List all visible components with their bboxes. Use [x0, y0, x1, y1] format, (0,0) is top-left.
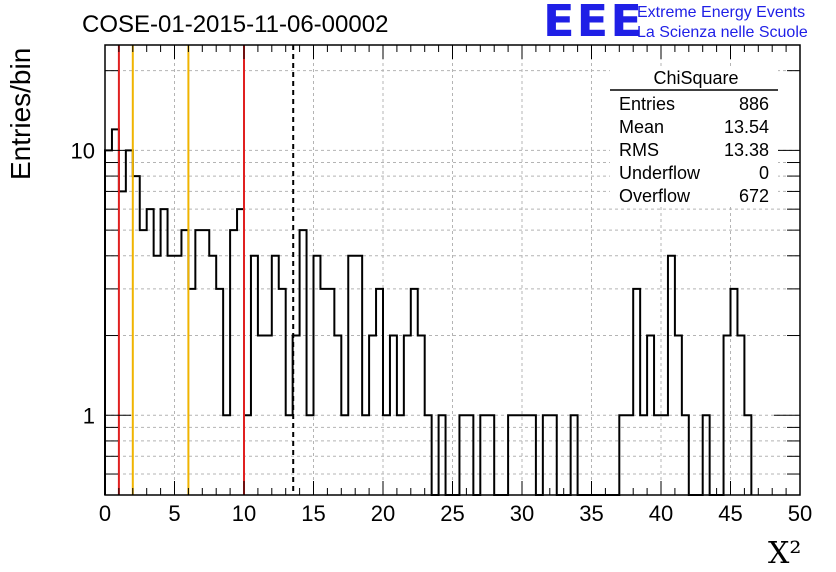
histogram-bin: [237, 209, 244, 495]
histogram-bin: [320, 289, 327, 495]
stats-value: 886: [739, 94, 769, 114]
x-tick-label: 40: [649, 501, 673, 526]
histogram-bin: [668, 256, 675, 495]
histogram-bin: [300, 230, 307, 495]
histogram-bin: [140, 230, 147, 495]
stats-value: 13.38: [724, 140, 769, 160]
x-tick-label: 30: [510, 501, 534, 526]
histogram-bin: [279, 289, 286, 495]
x-axis-label: X²: [768, 536, 802, 571]
histogram-bin: [348, 256, 355, 495]
histogram-bin: [181, 230, 188, 495]
stats-value: 13.54: [724, 117, 769, 137]
histogram-bin: [188, 289, 195, 495]
y-axis-label: Entries/bin: [5, 47, 36, 180]
histogram-bin: [119, 191, 126, 495]
y-tick-label: 10: [71, 138, 95, 163]
histogram-bin: [314, 256, 321, 495]
histogram-bin: [147, 209, 154, 495]
x-tick-label: 15: [301, 501, 325, 526]
x-tick-label: 45: [718, 501, 742, 526]
histogram-bin: [202, 230, 209, 495]
x-tick-label: 10: [232, 501, 256, 526]
histogram-bin: [209, 256, 216, 495]
stats-label: Underflow: [619, 163, 701, 183]
histogram-bin: [327, 289, 334, 495]
histogram-bin: [376, 289, 383, 495]
y-tick-label: 1: [83, 403, 95, 428]
stats-label: Mean: [619, 117, 664, 137]
histogram-bin: [633, 289, 640, 495]
x-tick-label: 0: [99, 501, 111, 526]
histogram-bin: [175, 256, 182, 495]
histogram-bin: [230, 230, 237, 495]
histogram-bin: [195, 230, 202, 495]
logo-subtitle-2: La Scienza nelle Scuole: [637, 24, 808, 41]
stats-label: Overflow: [619, 186, 691, 206]
chart-title: COSE-01-2015-11-06-00002: [82, 11, 389, 38]
eee-logo: EEE: [543, 0, 644, 47]
logo-subtitle-1: Extreme Energy Events: [637, 4, 806, 21]
x-tick-label: 5: [168, 501, 180, 526]
histogram-bin: [272, 256, 279, 495]
histogram-bin: [216, 289, 223, 495]
histogram-bin: [154, 256, 161, 495]
histogram-bin: [251, 256, 258, 495]
tick-labels: 0 5 10 15 20 25 30 35 40 45 50 1 10: [71, 138, 813, 526]
stats-box-title: ChiSquare: [653, 68, 738, 88]
x-tick-label: 20: [371, 501, 395, 526]
histogram-bin: [161, 209, 168, 495]
histogram-bin: [355, 256, 362, 495]
marker-lines: [117, 45, 295, 495]
x-tick-label: 25: [440, 501, 464, 526]
histogram-bin: [731, 289, 738, 495]
x-tick-label: 35: [579, 501, 603, 526]
stats-value: 0: [759, 163, 769, 183]
histogram-outline: [104, 128, 753, 496]
histogram-bin: [126, 150, 133, 495]
stats-label: RMS: [619, 140, 659, 160]
axis-ticks: [104, 45, 801, 496]
histogram-bars: [104, 128, 753, 496]
x-tick-label: 50: [788, 501, 812, 526]
histogram-bin: [105, 150, 112, 495]
histogram-bin: [411, 289, 418, 495]
histogram-bin: [168, 256, 175, 495]
stats-label: Entries: [619, 94, 675, 114]
histogram-bin: [112, 129, 119, 495]
grid-lines: [105, 45, 800, 496]
stats-value: 672: [739, 186, 769, 206]
stats-box: ChiSquare Entries 886 Mean 13.54 RMS 13.38 Unde…: [610, 66, 778, 206]
